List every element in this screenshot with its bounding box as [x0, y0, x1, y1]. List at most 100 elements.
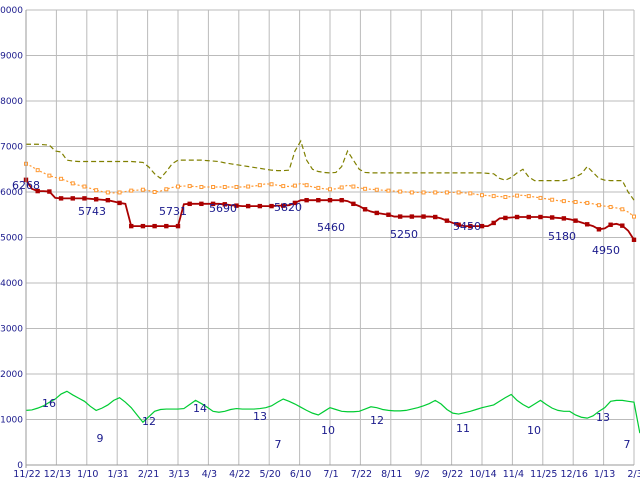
data-point-marker: [47, 173, 52, 178]
data-point-marker: [573, 200, 578, 205]
data-value-label-volume: 16: [42, 397, 56, 410]
data-point-marker: [152, 190, 157, 194]
y-axis-tick-label: 2000: [0, 370, 23, 380]
data-point-marker: [386, 212, 391, 217]
data-point-marker: [234, 185, 239, 189]
data-point-marker: [59, 176, 64, 181]
data-point-marker: [328, 187, 332, 192]
data-value-label-low-price: 5820: [274, 201, 302, 214]
data-point-marker: [105, 190, 110, 195]
data-point-marker: [199, 185, 204, 189]
data-point-marker: [245, 203, 251, 209]
data-point-marker: [351, 184, 356, 189]
x-axis-tick-label: 2/3: [627, 469, 640, 480]
data-point-marker: [164, 187, 169, 192]
data-point-marker: [304, 183, 309, 188]
data-value-label-low-price: 5731: [159, 205, 187, 218]
data-point-marker: [480, 193, 484, 198]
x-axis-tick-label: 4/22: [229, 469, 250, 480]
data-point-marker: [585, 222, 590, 227]
x-axis-tick-label: 7/22: [351, 469, 372, 480]
data-point-marker: [561, 216, 567, 221]
data-point-marker: [620, 223, 625, 228]
data-point-marker: [362, 207, 368, 212]
data-point-marker: [351, 201, 356, 207]
data-point-marker: [257, 183, 262, 188]
data-point-marker: [269, 182, 274, 187]
series-line: [26, 139, 635, 201]
data-point-marker: [35, 188, 40, 194]
data-point-marker: [374, 210, 379, 216]
grid-lines: [25, 9, 635, 466]
data-value-label-volume: 14: [193, 402, 207, 415]
data-point-marker: [585, 200, 590, 205]
data-point-marker: [246, 184, 251, 189]
data-value-label-low-price: 5180: [548, 230, 576, 243]
data-point-marker: [176, 184, 180, 189]
data-point-marker: [479, 223, 485, 229]
y-axis-tick-label: 3000: [0, 325, 23, 335]
data-point-marker: [363, 186, 368, 191]
data-point-marker: [70, 196, 75, 201]
data-point-marker: [514, 214, 520, 220]
data-point-marker: [374, 187, 379, 192]
data-point-marker: [82, 184, 87, 189]
data-point-marker: [503, 195, 508, 199]
data-point-marker: [117, 200, 122, 206]
data-point-marker: [620, 207, 625, 212]
data-point-marker: [129, 223, 134, 229]
x-axis-tick-label: 6/10: [290, 469, 311, 480]
data-point-marker: [433, 214, 438, 220]
data-point-marker: [444, 218, 450, 223]
data-value-label-low-price: 4950: [592, 244, 620, 257]
data-value-label-volume: 13: [596, 411, 610, 424]
data-series: [23, 139, 640, 434]
data-point-marker: [82, 196, 87, 201]
data-value-label-volume: 12: [142, 415, 156, 428]
data-value-label-volume: 10: [321, 424, 335, 437]
data-point-marker: [316, 197, 321, 203]
data-point-marker: [292, 183, 297, 188]
data-point-marker: [94, 188, 99, 193]
data-point-marker: [608, 205, 613, 210]
data-point-marker: [386, 188, 391, 193]
data-value-label-low-price: 5690: [209, 202, 237, 215]
data-point-marker: [491, 220, 496, 226]
x-axis-tick-label: 10/14: [469, 469, 496, 480]
data-point-marker: [631, 237, 637, 242]
y-axis-tick-label: 8000: [0, 97, 23, 107]
data-point-marker: [339, 197, 344, 203]
data-point-marker: [257, 203, 263, 209]
data-point-marker: [409, 190, 414, 195]
data-point-marker: [58, 196, 64, 201]
data-point-marker: [421, 190, 426, 195]
data-value-label-low-price: 5460: [317, 221, 345, 234]
data-point-marker: [70, 181, 75, 186]
data-point-marker: [468, 191, 473, 196]
data-point-marker: [187, 184, 192, 189]
y-axis-tick-label: 7000: [0, 143, 23, 153]
data-value-label-low-price: 5743: [78, 205, 106, 218]
data-point-marker: [596, 227, 602, 232]
x-axis-tick-label: 11/25: [530, 469, 557, 480]
data-point-marker: [292, 200, 298, 206]
x-axis-tick-label: 4/3: [202, 469, 217, 480]
data-point-marker: [398, 189, 403, 194]
data-point-marker: [327, 197, 333, 203]
data-point-marker: [211, 185, 216, 189]
data-point-marker: [538, 214, 543, 220]
data-point-marker: [397, 214, 403, 219]
y-axis-tick-label: 5000: [0, 234, 23, 244]
data-point-marker: [140, 187, 145, 192]
x-axis-tick-label: 2/21: [138, 469, 159, 480]
x-axis-tick-label: 7/1: [323, 469, 338, 480]
data-point-marker: [152, 223, 157, 229]
x-axis-tick-label: 8/11: [381, 469, 402, 480]
series-low-price: [23, 177, 637, 242]
data-value-label-volume: 12: [370, 414, 384, 427]
series-mid-price: [24, 161, 636, 219]
data-point-marker: [515, 193, 520, 198]
